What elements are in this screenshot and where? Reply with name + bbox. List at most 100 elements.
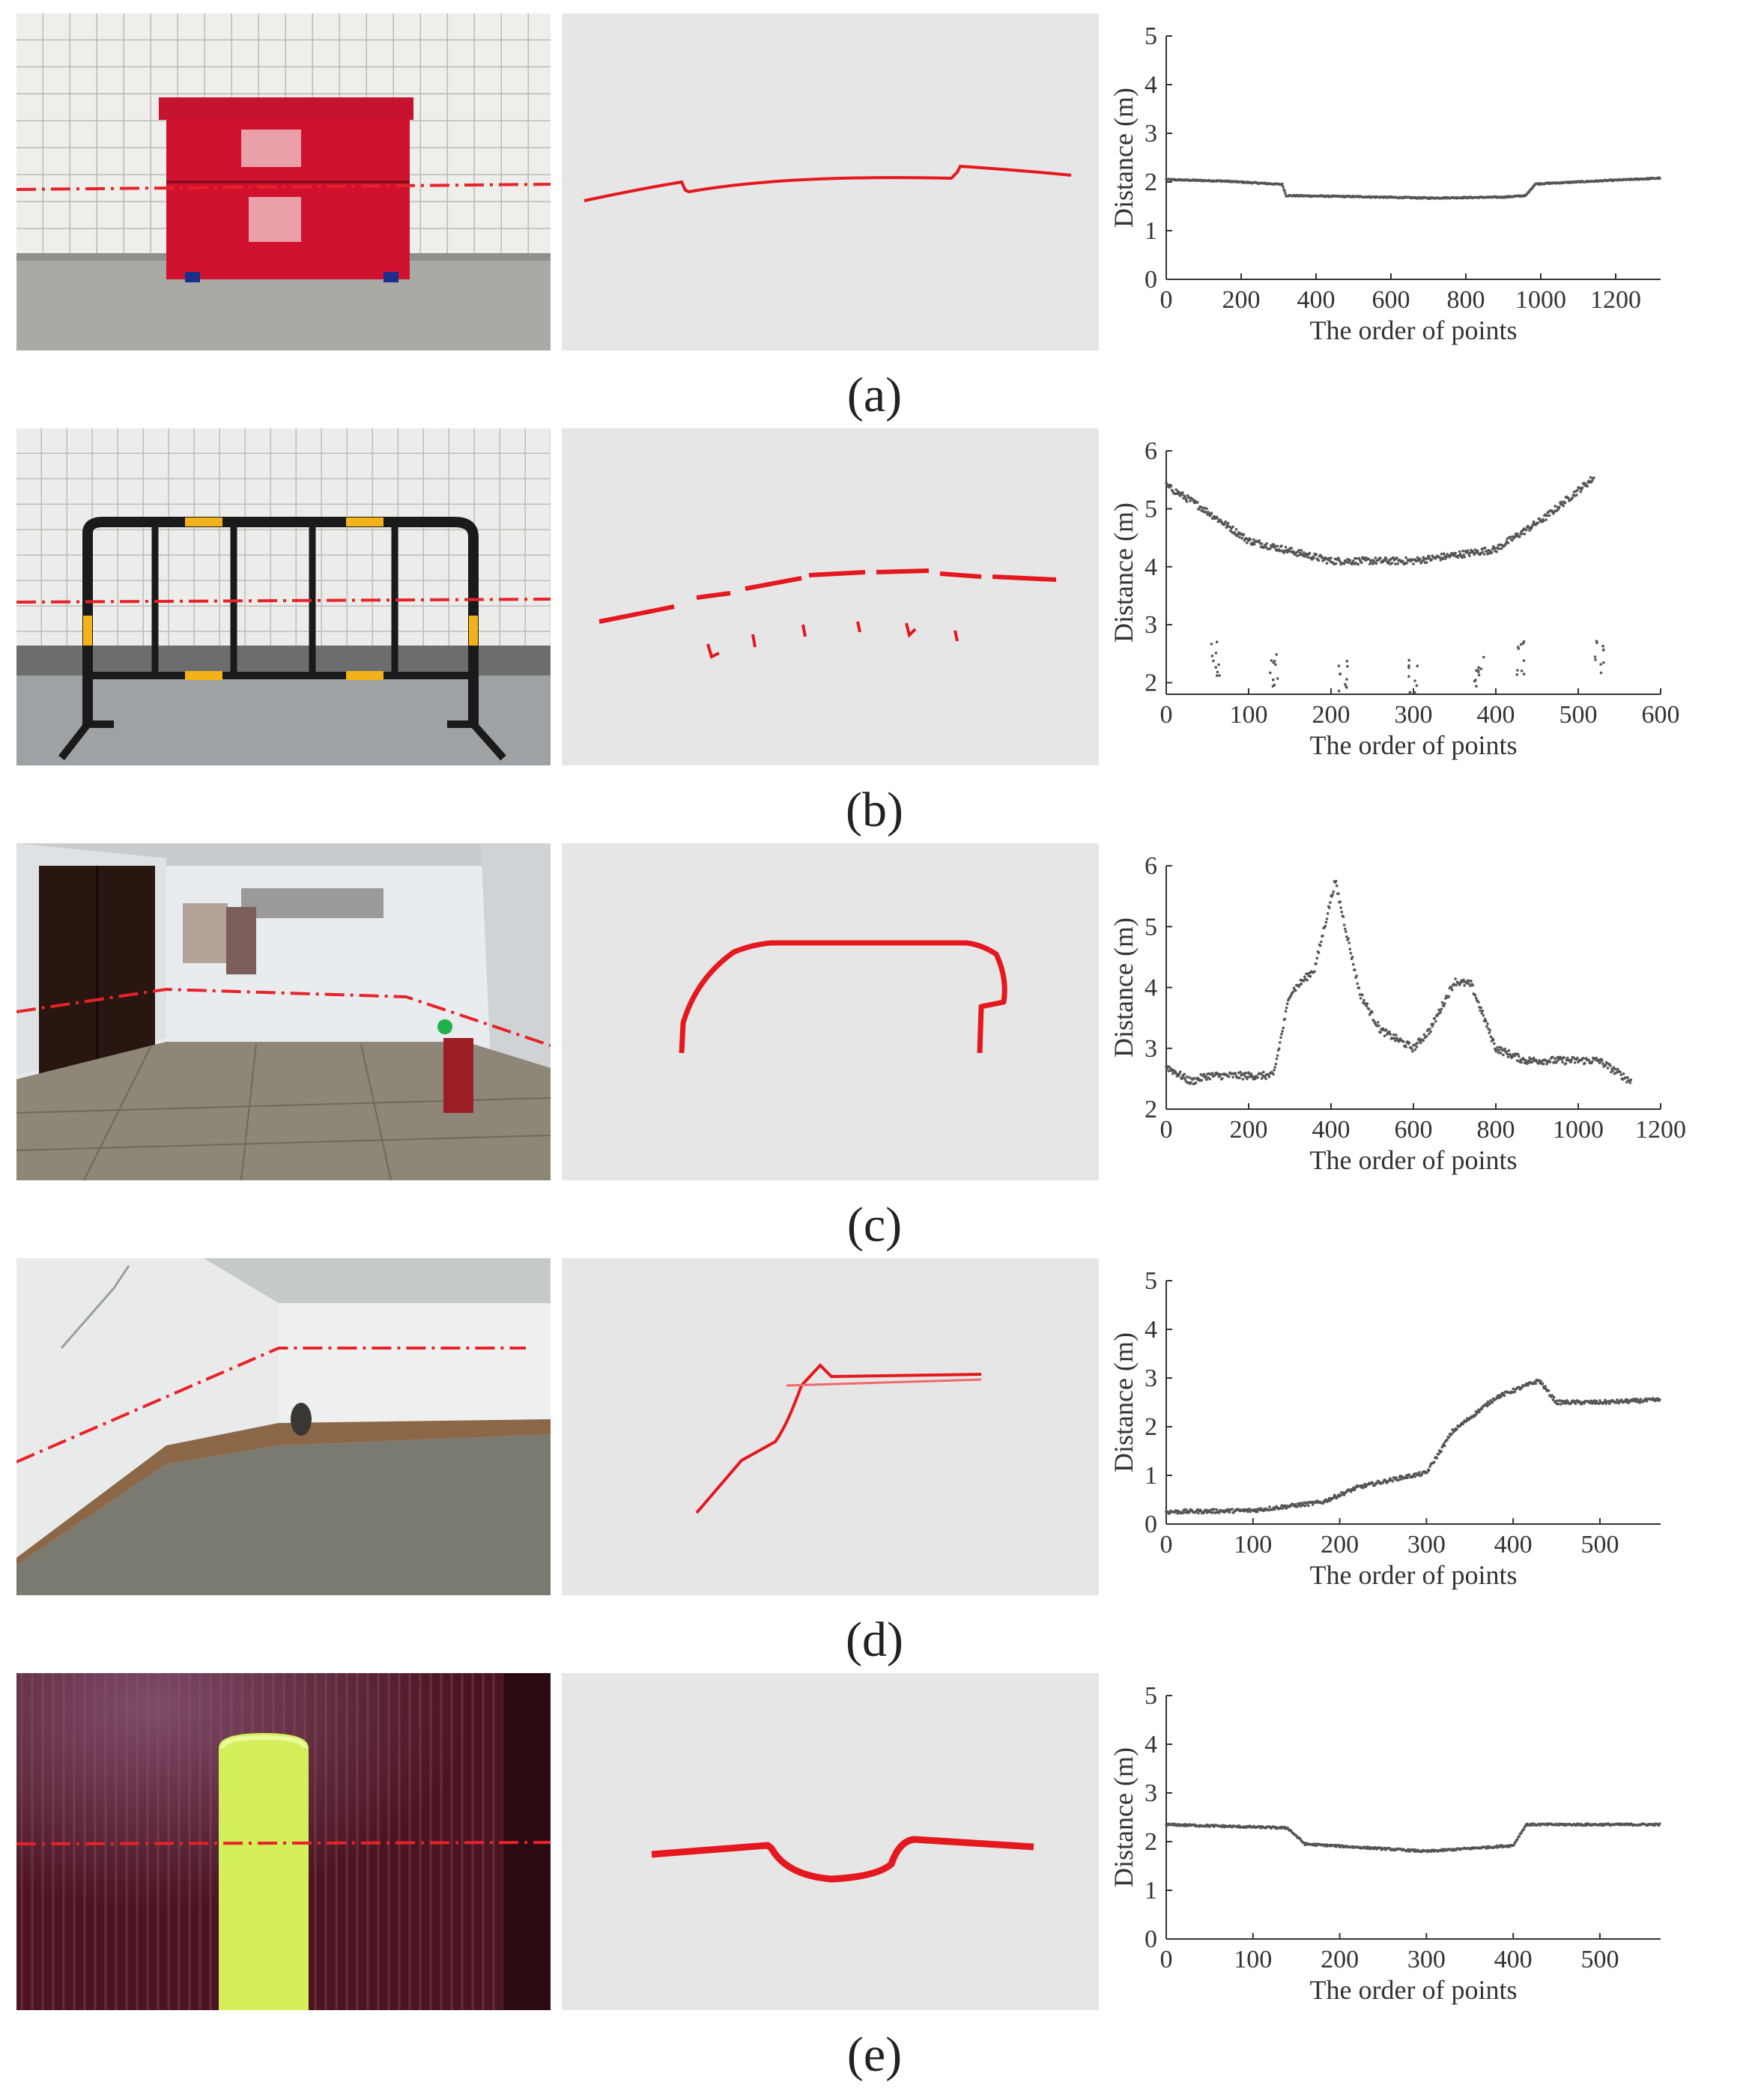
data-point [1551, 1398, 1555, 1401]
data-point [1285, 1006, 1288, 1010]
data-point [1260, 542, 1264, 545]
data-point [1275, 653, 1278, 656]
x-tick-label: 600 [1642, 701, 1680, 729]
data-point [1196, 500, 1199, 504]
data-point [1619, 1070, 1622, 1074]
y-axis-label: Distance (m) [1110, 503, 1139, 643]
data-point [1166, 1067, 1168, 1070]
data-point [1339, 906, 1342, 909]
y-axis-label: Distance (m) [1110, 917, 1139, 1057]
data-point [1422, 556, 1425, 559]
data-point [1283, 1504, 1287, 1508]
data-point [1497, 1051, 1500, 1054]
data-point [1227, 1075, 1231, 1078]
data-point [1433, 1460, 1436, 1464]
data-point [1273, 1069, 1276, 1072]
data-point [1183, 496, 1187, 499]
data-point [1272, 1072, 1275, 1076]
x-tick-label: 0 [1160, 286, 1173, 314]
data-point [1182, 1075, 1185, 1079]
data-point [1565, 1056, 1569, 1060]
data-point [1528, 1056, 1531, 1059]
data-point [1216, 670, 1219, 674]
x-tick-label: 300 [1407, 1946, 1446, 1973]
x-tick-label: 100 [1234, 1946, 1272, 1973]
data-point [1658, 177, 1661, 180]
data-point [1228, 1511, 1231, 1514]
data-point [1308, 551, 1312, 555]
data-point [1462, 553, 1465, 556]
data-point [1594, 658, 1597, 661]
data-point [1212, 659, 1215, 663]
data-point [1317, 559, 1321, 562]
data-point [1560, 500, 1563, 503]
data-point [1274, 663, 1277, 667]
data-point [1277, 1047, 1281, 1050]
data-point [1476, 549, 1479, 553]
data-point [1530, 525, 1534, 528]
data-point [1331, 893, 1334, 896]
data-point [1238, 535, 1241, 539]
data-point [1477, 1001, 1480, 1004]
data-point [1532, 520, 1536, 524]
x-tick-label: 500 [1580, 1946, 1619, 1973]
data-point [1620, 1398, 1623, 1401]
data-point [1482, 1014, 1485, 1017]
data-point [1269, 671, 1272, 675]
data-point [1602, 648, 1605, 652]
data-point [1388, 1030, 1391, 1034]
data-point [1574, 1402, 1577, 1406]
data-point [1188, 1075, 1191, 1079]
data-point [1337, 689, 1341, 693]
data-point [1447, 1436, 1451, 1439]
x-tick-label: 300 [1407, 1531, 1446, 1559]
figure-row-c: 0 200 400 600 800 1000 1200 2 3 4 5 6 The order of p… [0, 843, 1749, 1263]
x-tick-label: 500 [1580, 1531, 1619, 1559]
data-point [1355, 557, 1358, 560]
data-point [1567, 497, 1570, 500]
data-point [1181, 1511, 1184, 1514]
data-point [1520, 1060, 1523, 1064]
data-point [1479, 1009, 1482, 1013]
data-point [1480, 1407, 1484, 1410]
data-point [1410, 1047, 1413, 1050]
x-tick-label: 0 [1160, 701, 1173, 729]
x-axis-label: The order of points [1310, 1145, 1518, 1175]
data-point [1303, 975, 1306, 978]
data-point [1241, 1078, 1245, 1081]
data-point [1562, 1056, 1566, 1060]
data-point [1349, 1490, 1353, 1493]
y-tick-label: 3 [1145, 1035, 1157, 1063]
data-point [1425, 557, 1429, 560]
data-point [1551, 1055, 1554, 1059]
data-point [1628, 1081, 1632, 1084]
data-point [1496, 1046, 1499, 1049]
data-point [1606, 1066, 1610, 1069]
data-point [1524, 528, 1528, 532]
data-point [1604, 1398, 1607, 1402]
data-point [1429, 1030, 1432, 1034]
data-point [1417, 1037, 1421, 1040]
data-point [1485, 1025, 1488, 1028]
data-point [1321, 1502, 1325, 1505]
data-point [1262, 1070, 1265, 1074]
y-tick-label: 2 [1145, 670, 1157, 697]
data-point [1497, 547, 1501, 550]
data-point [1384, 1479, 1387, 1483]
data-point [1342, 1493, 1346, 1496]
data-point [1560, 1057, 1563, 1061]
data-point [1573, 1061, 1577, 1064]
x-tick-label: 100 [1230, 701, 1268, 729]
x-tick-label: 200 [1222, 286, 1261, 314]
data-point [1264, 1077, 1267, 1081]
data-point [1297, 549, 1300, 552]
data-point [1416, 1041, 1419, 1045]
data-point [1185, 1075, 1189, 1078]
data-point [1473, 993, 1477, 997]
data-point [1265, 542, 1268, 545]
data-point [1404, 556, 1407, 559]
data-point [1290, 547, 1293, 550]
data-point [1629, 1078, 1633, 1081]
data-point [1178, 1070, 1182, 1073]
y-tick-label: 4 [1145, 1731, 1157, 1758]
